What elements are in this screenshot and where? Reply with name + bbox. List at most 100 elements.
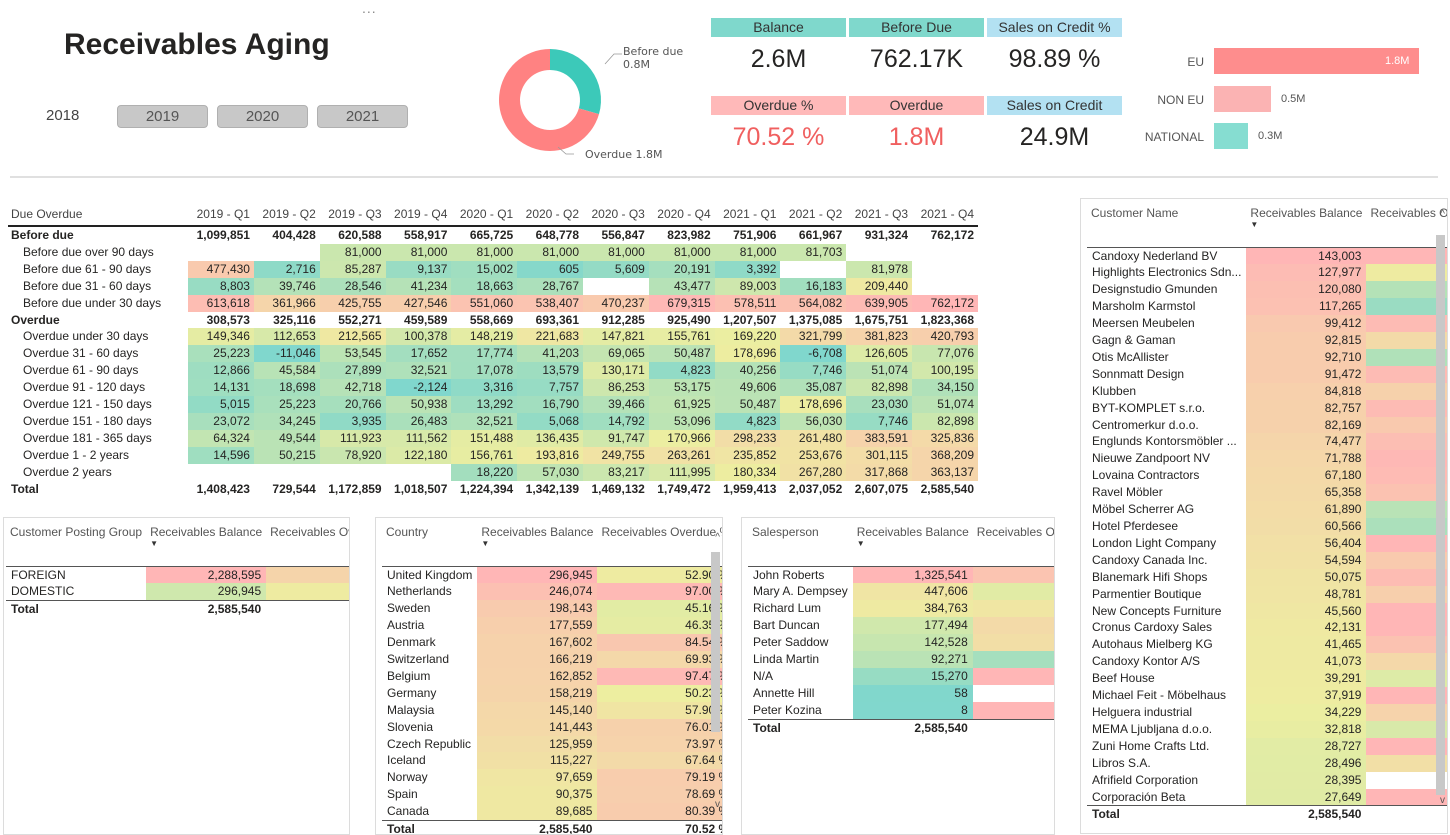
donut-slice-before-due[interactable] xyxy=(550,49,601,115)
customer-row[interactable]: Highlights Electronics Sdn... 127,97753.0… xyxy=(1087,264,1447,282)
matrix-row-label[interactable]: Overdue 91 - 120 days xyxy=(23,380,146,395)
customer-row[interactable]: Möbel Scherrer AG 61,89026.03 % xyxy=(1087,501,1447,518)
customer-row[interactable]: Nieuwe Zandpoort NV 71,78898.04 % xyxy=(1087,450,1447,468)
customer-row[interactable]: Afrifield Corporation 28,395 xyxy=(1087,771,1447,789)
customer-row[interactable]: Centromerkur d.o.o. 82,16982.60 % xyxy=(1087,416,1447,434)
year-2021-button[interactable]: 2021 xyxy=(317,105,408,128)
customer-row[interactable]: Designstudio Gmunden 120,08023.97 % xyxy=(1087,281,1447,299)
matrix-col-quarter[interactable]: 2020 - Q1 xyxy=(459,206,514,221)
customer-row[interactable]: Klubben 84,81876.04 % xyxy=(1087,382,1447,400)
customer-row[interactable]: Autohaus Mielberg KG 41,46589.61 % xyxy=(1087,636,1447,654)
year-2020-button[interactable]: 2020 xyxy=(217,105,308,128)
customer-col-overdue[interactable]: Receivables Overdue % xyxy=(1370,206,1448,220)
customer-row[interactable]: New Concepts Furniture 45,560100.00 % xyxy=(1087,602,1447,620)
customer-scroll-down-icon[interactable]: v xyxy=(1440,795,1445,806)
customer-row[interactable]: Corporación Beta 27,649100.00 % xyxy=(1087,788,1447,806)
sales-row[interactable]: John Roberts 1,325,54187.65 % xyxy=(748,566,1054,584)
customer-row[interactable]: Parmentier Boutique 48,78177.31 % xyxy=(1087,585,1447,603)
country-scroll-up-icon[interactable]: ^ xyxy=(715,532,720,543)
posting-row[interactable]: FOREIGN 2,288,59572.81 % xyxy=(6,566,349,584)
customer-row[interactable]: Blanemark Hifi Shops 50,07594.29 % xyxy=(1087,568,1447,586)
customer-row[interactable]: Ravel Möbler 65,35889.56 % xyxy=(1087,484,1447,502)
matrix-col-quarter[interactable]: 2020 - Q4 xyxy=(657,206,711,221)
customer-row[interactable]: Candoxy Nederland BV 143,003100.00 % xyxy=(1087,247,1447,265)
customer-scrollbar[interactable] xyxy=(1436,235,1445,795)
sales-row[interactable]: Richard Lum 384,76357.06 % xyxy=(748,600,1054,618)
sales-row[interactable]: Bart Duncan 177,49467.82 % xyxy=(748,617,1054,635)
customer-scroll-up-icon[interactable]: ^ xyxy=(1440,209,1445,220)
customer-col-name[interactable]: Customer Name xyxy=(1091,206,1179,220)
posting-col-name[interactable]: Customer Posting Group xyxy=(10,525,143,539)
sales-col-overdue[interactable]: Receivables Overdue % xyxy=(976,525,1055,539)
region-bar-eu[interactable] xyxy=(1214,48,1419,74)
customer-row[interactable]: Michael Feit - Möbelhaus 37,919100.00 % xyxy=(1087,687,1447,704)
matrix-col-quarter[interactable]: 2019 - Q3 xyxy=(328,206,382,221)
matrix-col-quarter[interactable]: 2021 - Q4 xyxy=(920,206,974,221)
region-bar-non-eu[interactable] xyxy=(1214,86,1271,112)
matrix-row-label[interactable]: Overdue 1 - 2 years xyxy=(23,447,130,462)
matrix-col-quarter[interactable]: 2019 - Q2 xyxy=(262,206,316,221)
matrix-row-label[interactable]: Before due under 30 days xyxy=(23,295,162,310)
matrix-col-quarter[interactable]: 2020 - Q3 xyxy=(591,206,645,221)
matrix-row-label[interactable]: Before due 61 - 90 days xyxy=(23,261,152,276)
sales-row[interactable]: Peter Kozina 8100.00 % xyxy=(748,701,1054,720)
customer-row[interactable]: Cronus Cardoxy Sales 42,131100.00 % xyxy=(1087,619,1447,637)
matrix-row-label[interactable]: Overdue 31 - 60 days xyxy=(23,346,139,361)
sales-col-balance[interactable]: Receivables Balance ▼ xyxy=(853,518,973,566)
posting-col-overdue[interactable]: Receivables Overdue % xyxy=(270,525,349,539)
year-2018-button[interactable]: 2018 xyxy=(46,107,80,124)
matrix-col-due-overdue[interactable]: Due Overdue xyxy=(11,206,83,221)
matrix-row-label[interactable]: Overdue xyxy=(11,312,60,327)
matrix-row-label[interactable]: Overdue 121 - 150 days xyxy=(23,397,152,412)
customer-row[interactable]: London Light Company 56,404100.00 % xyxy=(1087,534,1447,552)
customer-row[interactable]: Helguera industrial 34,22974.36 % xyxy=(1087,703,1447,721)
region-bar-national[interactable] xyxy=(1214,123,1248,149)
customer-row[interactable]: MEMA Ljubljana d.o.o. 32,81840.18 % xyxy=(1087,720,1447,738)
country-scrollbar[interactable] xyxy=(711,552,720,732)
country-col-overdue[interactable]: Receivables Overdue % xyxy=(601,525,723,539)
matrix-col-quarter[interactable]: 2021 - Q2 xyxy=(788,206,843,221)
customer-row[interactable]: Marsholm Karmstol 117,26511.86 % xyxy=(1087,298,1447,316)
year-2019-button[interactable]: 2019 xyxy=(117,105,208,128)
matrix-row-label[interactable]: Before due xyxy=(11,228,74,242)
matrix-row-label[interactable]: Before due over 90 days xyxy=(23,244,154,259)
customer-row[interactable]: Englunds Kontorsmöbler ... 74,47792.88 % xyxy=(1087,433,1447,451)
country-scroll-down-icon[interactable]: v xyxy=(715,799,720,810)
matrix-row-label[interactable]: Total xyxy=(11,481,39,496)
customer-row[interactable]: Gagn & Gaman 92,81567.53 % xyxy=(1087,332,1447,349)
customer-row[interactable]: Meersen Meubelen 99,41295.55 % xyxy=(1087,315,1447,333)
customer-row[interactable]: Candoxy Kontor A/S 41,07369.61 % xyxy=(1087,653,1447,671)
matrix-col-quarter[interactable]: 2019 - Q4 xyxy=(394,206,448,221)
customer-row[interactable]: Beef House 39,29142.61 % xyxy=(1087,670,1447,688)
sales-row[interactable]: Linda Martin 92,27116.94 % xyxy=(748,651,1054,668)
customer-row[interactable]: Lovaina Contractors 67,18095.95 % xyxy=(1087,467,1447,485)
matrix-col-quarter[interactable]: 2019 - Q1 xyxy=(196,206,250,221)
more-options-icon[interactable]: ... xyxy=(362,0,377,16)
country-col-balance[interactable]: Receivables Balance ▼ xyxy=(477,518,597,566)
sales-row[interactable]: N/A 15,270100.00 % xyxy=(748,667,1054,685)
customer-row[interactable]: Hotel Pferdesee 60,56619.84 % xyxy=(1087,518,1447,535)
customer-col-balance[interactable]: Receivables Balance ▼ xyxy=(1246,199,1366,247)
matrix-col-quarter[interactable]: 2021 - Q3 xyxy=(854,206,909,221)
country-col-name[interactable]: Country xyxy=(386,525,429,539)
matrix-col-quarter[interactable]: 2021 - Q1 xyxy=(723,206,777,221)
matrix-row-label[interactable]: Overdue 2 years xyxy=(23,464,112,479)
donut-slice-overdue[interactable] xyxy=(499,49,599,151)
sales-row[interactable]: Annette Hill 58 xyxy=(748,684,1054,702)
customer-row[interactable]: Otis McAllister 92,71022.22 % xyxy=(1087,348,1447,366)
matrix-row-label[interactable]: Before due 31 - 60 days xyxy=(23,278,152,293)
